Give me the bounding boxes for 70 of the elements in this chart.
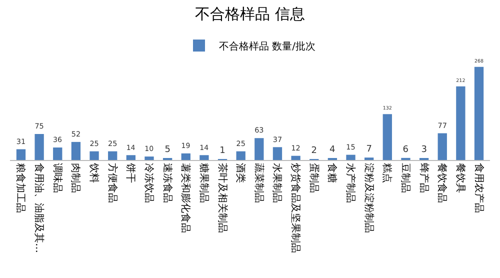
bar	[236, 151, 246, 160]
data-label: 5	[164, 145, 170, 155]
data-label: 10	[144, 144, 154, 154]
bar	[346, 154, 356, 160]
x-tick-label: 蛋制品	[308, 163, 320, 193]
bar	[126, 155, 136, 160]
data-label: 63	[254, 126, 264, 135]
bar	[144, 156, 154, 160]
x-tick-label: 粮食加工品	[14, 163, 27, 213]
x-tick-label: 食糖	[326, 163, 338, 183]
x-tick-label: 餐饮食品	[436, 163, 448, 203]
legend-label: 不合格样品 数量/批次	[219, 40, 316, 52]
data-label: 52	[71, 130, 81, 139]
bar	[456, 86, 466, 160]
data-label: 6	[402, 144, 409, 155]
bar	[291, 156, 300, 160]
x-tick-label: 水果制品	[271, 163, 284, 203]
bar	[90, 151, 99, 160]
x-tick-label: 酒类	[234, 163, 247, 183]
data-label: 15	[346, 142, 356, 152]
bar	[53, 147, 62, 160]
x-tick-label: 食用农产品	[472, 163, 485, 213]
data-label: 1	[220, 146, 226, 156]
data-label: 14	[200, 142, 210, 152]
data-label: 25	[236, 138, 246, 148]
bar	[34, 134, 44, 160]
x-tick-label: 冷冻饮品	[142, 163, 155, 203]
x-tick-label: 调味品	[51, 163, 64, 193]
x-tick-label: 肉制品	[70, 163, 82, 193]
data-label: 14	[126, 142, 136, 152]
data-label: 19	[181, 141, 190, 150]
x-tick-label: 薯类和膨化食品	[180, 163, 192, 233]
data-label: 7	[366, 144, 372, 155]
x-tick-label: 糖果制品	[198, 163, 210, 203]
bar	[181, 153, 190, 160]
x-tick-label: 饮料	[88, 162, 100, 183]
x-tick-label: 速冻食品	[161, 163, 174, 203]
x-tick-label: 蔬菜制品	[252, 163, 265, 203]
data-label: 36	[53, 135, 63, 144]
bar	[438, 133, 447, 160]
bar	[108, 151, 118, 160]
bar	[272, 147, 282, 160]
data-label: 77	[438, 120, 447, 130]
data-label: 31	[16, 136, 26, 146]
x-tick-label: 糕点	[381, 163, 394, 183]
data-label: 25	[108, 138, 118, 148]
x-tick-label: 餐饮具	[454, 163, 466, 193]
data-label: 2	[311, 146, 317, 156]
data-label: 4	[329, 145, 336, 155]
data-label: 37	[272, 134, 282, 144]
x-tick-label: 饼干	[124, 162, 137, 183]
bar	[382, 114, 392, 160]
data-label: 25	[90, 138, 99, 148]
chart-title: 不合格样品 信息	[195, 4, 305, 23]
x-tick-label: 水产制品	[344, 163, 357, 203]
bar	[474, 66, 484, 160]
data-label: 75	[34, 122, 44, 131]
bar	[16, 149, 26, 160]
x-tick-label: 蜂产品	[418, 163, 430, 193]
x-tick-label: 茶叶及相关制品	[216, 163, 228, 233]
x-tick-label: 方便食品	[106, 163, 118, 203]
data-label: 12	[291, 143, 300, 152]
x-tick-label: 豆制品	[399, 163, 412, 193]
bar	[71, 142, 81, 160]
x-tick-label: 炒货食品及坚果制品	[290, 163, 302, 253]
bar	[200, 155, 209, 160]
x-tick-label: 淀粉及淀粉制品	[362, 163, 375, 233]
data-label: 3	[421, 145, 427, 155]
bar	[254, 138, 264, 160]
x-tick-label: 食用油、油脂及其…	[33, 163, 46, 253]
